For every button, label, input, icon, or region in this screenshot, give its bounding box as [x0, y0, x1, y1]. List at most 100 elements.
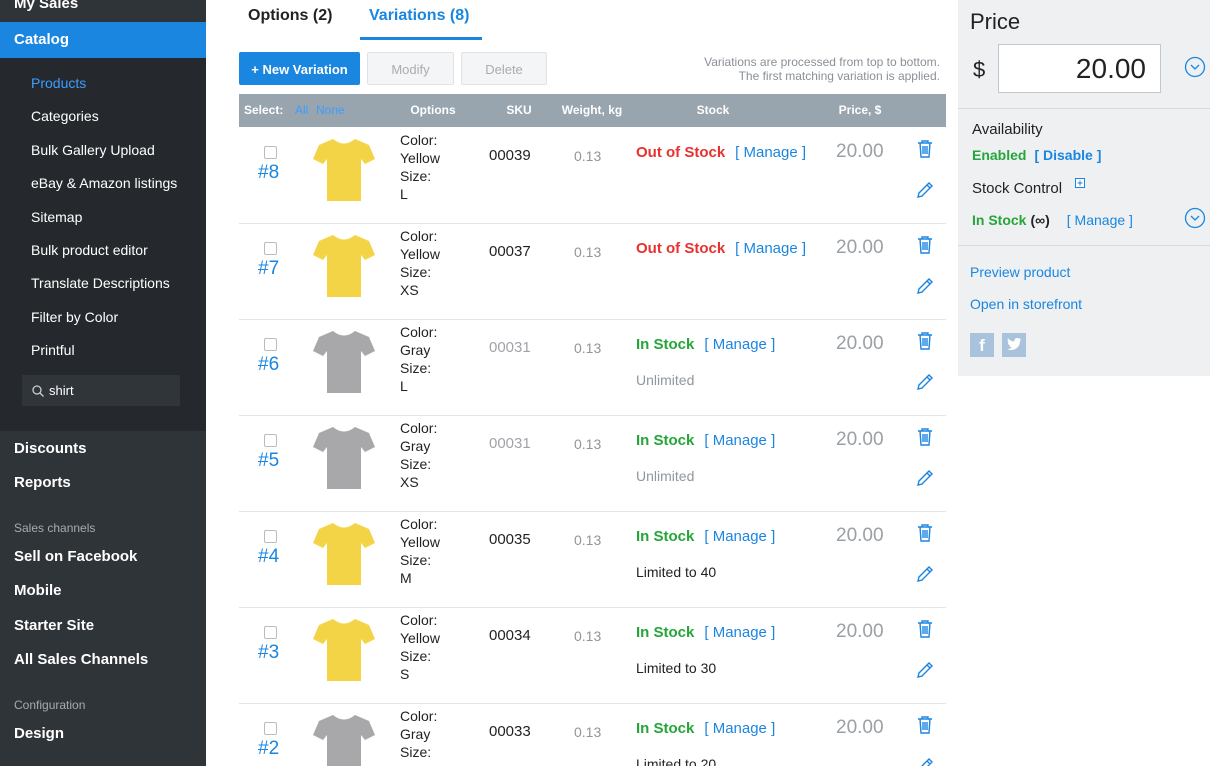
- dropdown-icon[interactable]: [1184, 56, 1206, 83]
- submenu-item[interactable]: Bulk Gallery Upload: [31, 141, 155, 158]
- variation-id: #4: [258, 546, 280, 567]
- button[interactable]: + New Variation: [239, 52, 360, 85]
- variation-id: #3: [258, 642, 280, 663]
- button[interactable]: Delete: [461, 52, 547, 85]
- submenu-item[interactable]: Categories: [31, 108, 99, 125]
- edit-icon[interactable]: [916, 661, 934, 684]
- delete-icon[interactable]: [917, 236, 933, 259]
- option-line: Yellow: [400, 534, 440, 550]
- edit-icon[interactable]: [916, 181, 934, 204]
- checkbox[interactable]: [264, 530, 277, 543]
- delete-icon[interactable]: [917, 620, 933, 643]
- delete-icon[interactable]: [917, 428, 933, 451]
- note: Variations are processed from top to bot…: [704, 55, 940, 69]
- nav-item[interactable]: Mobile: [14, 582, 62, 600]
- option-line: Color:: [400, 324, 438, 340]
- checkbox[interactable]: [264, 434, 277, 447]
- edit-icon[interactable]: [916, 757, 934, 766]
- submenu-item[interactable]: eBay & Amazon listings: [31, 175, 178, 192]
- option-line: Size:: [400, 648, 432, 664]
- manage-link[interactable]: [ Manage ]: [704, 720, 776, 737]
- submenu-item[interactable]: Filter by Color: [31, 308, 119, 325]
- facebook-icon[interactable]: f: [970, 333, 994, 357]
- shirt-image: [313, 617, 375, 683]
- submenu-item[interactable]: Bulk product editor: [31, 242, 148, 258]
- section-heading: Configuration: [14, 698, 86, 712]
- variation-id: #7: [258, 258, 280, 279]
- nav-item[interactable]: Starter Site: [14, 616, 95, 634]
- variation-id: #6: [258, 354, 280, 375]
- price: 20.00: [836, 717, 884, 738]
- option-line: Size:: [400, 456, 432, 472]
- select-none[interactable]: None: [316, 103, 345, 117]
- nav-item[interactable]: Sell on Facebook: [14, 548, 138, 565]
- stock: In Stock [ Manage ]: [636, 720, 775, 737]
- delete-icon[interactable]: [917, 332, 933, 355]
- submenu-item[interactable]: Sitemap: [31, 208, 83, 225]
- checkbox[interactable]: [264, 146, 277, 159]
- column-header: SKU: [506, 103, 532, 117]
- checkbox[interactable]: [264, 338, 277, 351]
- edit-icon[interactable]: [916, 565, 934, 588]
- delete-icon[interactable]: [917, 716, 933, 739]
- manage-link[interactable]: [ Manage ]: [735, 240, 807, 257]
- shirt: [313, 427, 375, 489]
- table-row: #4 Color: Yellow Size: M 00035 0.13 In Stock [ M…: [239, 511, 946, 608]
- option-line: Size:: [400, 168, 432, 184]
- option-line: Size:: [400, 360, 432, 376]
- section-title: Availability: [972, 121, 1043, 138]
- manage-link[interactable]: [ Manage ]: [1066, 212, 1133, 228]
- price-input[interactable]: 20.00: [998, 44, 1161, 93]
- option-line: XS: [400, 474, 419, 490]
- weight: 0.13: [574, 244, 602, 260]
- delete-icon[interactable]: [917, 524, 933, 547]
- weight: 0.13: [574, 532, 602, 548]
- manage-link[interactable]: [ Manage ]: [704, 624, 776, 641]
- stock-status: In Stock: [636, 624, 695, 641]
- nav-item[interactable]: Discounts: [14, 440, 87, 457]
- option-line: XS: [400, 282, 419, 298]
- link[interactable]: Open in storefront: [970, 296, 1083, 312]
- edit-icon[interactable]: [916, 469, 934, 492]
- checkbox[interactable]: [264, 722, 277, 735]
- shirt-image: [313, 137, 375, 203]
- option-line: Size:: [400, 264, 432, 280]
- tab[interactable]: Options (2): [248, 7, 333, 24]
- status: In Stock: [972, 212, 1027, 228]
- submenu-item[interactable]: Products: [31, 75, 87, 91]
- button[interactable]: Modify: [367, 52, 454, 85]
- search-box[interactable]: shirt: [22, 375, 180, 406]
- weight: 0.13: [574, 148, 602, 164]
- twitter-icon[interactable]: [1002, 333, 1026, 357]
- manage-link[interactable]: [ Manage ]: [704, 528, 776, 545]
- nav-item[interactable]: My Sales: [14, 0, 79, 12]
- price: 20.00: [836, 525, 884, 546]
- manage-link[interactable]: [ Manage ]: [704, 432, 776, 449]
- nav-item[interactable]: Design: [14, 725, 65, 742]
- manage-link[interactable]: [ Manage ]: [735, 144, 807, 161]
- edit-icon[interactable]: [916, 373, 934, 396]
- expand-icon[interactable]: [1075, 175, 1085, 193]
- submenu-item[interactable]: Printful: [31, 342, 75, 359]
- checkbox[interactable]: [264, 626, 277, 639]
- disable-link[interactable]: [ Disable ]: [1034, 147, 1102, 163]
- select-all[interactable]: All: [295, 103, 309, 117]
- shirt: [313, 619, 375, 681]
- nav-item[interactable]: All Sales Channels: [14, 651, 149, 669]
- dropdown-icon[interactable]: [1184, 207, 1206, 234]
- table-row: #5 Color: Gray Size: XS 00031 0.13 In Stock [ Ma…: [239, 415, 946, 512]
- checkbox[interactable]: [264, 242, 277, 255]
- link[interactable]: Preview product: [970, 264, 1071, 280]
- tab-active[interactable]: Variations (8): [369, 7, 470, 24]
- submenu-item[interactable]: Translate Descriptions: [31, 275, 170, 292]
- delete-icon[interactable]: [917, 140, 933, 163]
- price: 20.00: [836, 429, 884, 450]
- edit-icon[interactable]: [916, 277, 934, 300]
- search-icon: [32, 385, 44, 397]
- currency: $: [973, 57, 986, 82]
- stock: In Stock [ Manage ]: [636, 528, 775, 545]
- nav-item[interactable]: Catalog: [14, 31, 70, 48]
- option-line: Color:: [400, 228, 438, 244]
- nav-item[interactable]: Reports: [14, 474, 71, 491]
- manage-link[interactable]: [ Manage ]: [704, 336, 776, 353]
